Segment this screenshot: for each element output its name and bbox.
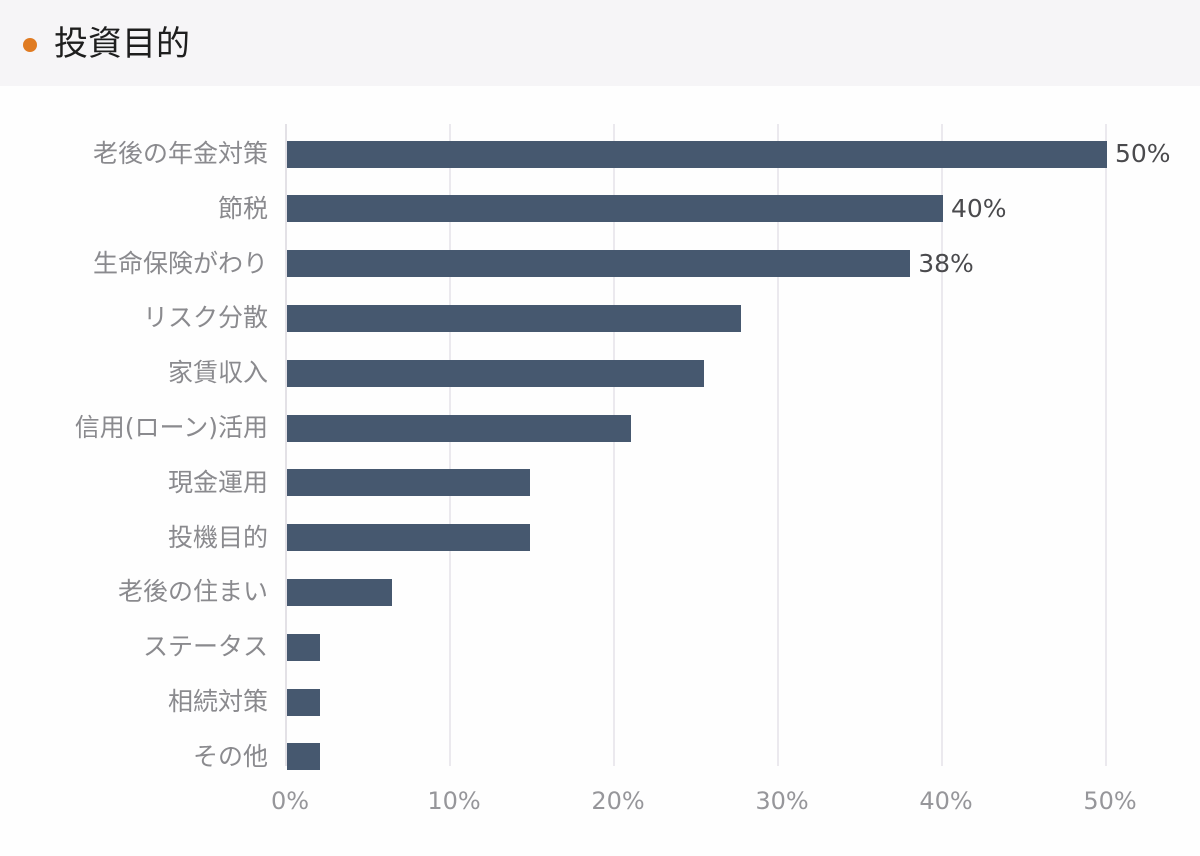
x-axis-tick-label: 40%: [919, 787, 973, 815]
x-axis-tick-label: 20%: [591, 787, 645, 815]
horizontal-bar-chart: 0% 10% 20% 30% 40% 50% 老後の年金対策 50% 節税 40% 生命保険がわり 3…: [0, 86, 1200, 856]
bar: [287, 469, 530, 497]
x-axis-tick-label: 10%: [427, 787, 481, 815]
category-label: ステータス: [142, 632, 268, 662]
x-axis-tick-label: 30%: [755, 787, 809, 815]
x-axis-tick-label: 50%: [1083, 787, 1137, 815]
category-label: 生命保険がわり: [92, 248, 268, 278]
gridline: [449, 124, 451, 766]
chart-header: 投資目的: [0, 0, 1200, 86]
bar: [287, 524, 530, 552]
category-label: 家賃収入: [167, 358, 268, 388]
bar: [287, 578, 392, 606]
bar: [287, 140, 1107, 168]
category-label: 老後の年金対策: [92, 139, 268, 168]
chart-title: 投資目的: [54, 24, 190, 64]
bar: [287, 688, 320, 716]
bar: [287, 633, 320, 661]
category-label: リスク分散: [142, 303, 268, 333]
category-label: その他: [192, 741, 268, 771]
category-label: 投機目的: [167, 522, 268, 552]
category-label: 相続対策: [167, 687, 268, 716]
gridline: [613, 124, 615, 766]
bullet-dot-icon: [23, 38, 37, 52]
x-axis-tick-label: 0%: [270, 787, 310, 815]
bar: [287, 743, 320, 771]
category-label: 老後の住まい: [117, 577, 268, 607]
gridline: [941, 124, 943, 766]
bar-value-label: 38%: [918, 248, 974, 278]
bar-value-label: 50%: [1115, 139, 1171, 168]
gridline: [1105, 124, 1107, 766]
category-label: 節税: [217, 193, 268, 223]
category-label: 信用(ローン)活用: [74, 413, 268, 442]
gridline: [285, 124, 287, 766]
bar-value-label: 40%: [951, 193, 1007, 223]
bar: [287, 414, 632, 442]
bar: [287, 359, 704, 387]
bar: [287, 195, 943, 223]
category-label: 現金運用: [167, 467, 268, 497]
bar: [287, 250, 911, 278]
bar: [287, 304, 742, 332]
gridline: [777, 124, 779, 766]
